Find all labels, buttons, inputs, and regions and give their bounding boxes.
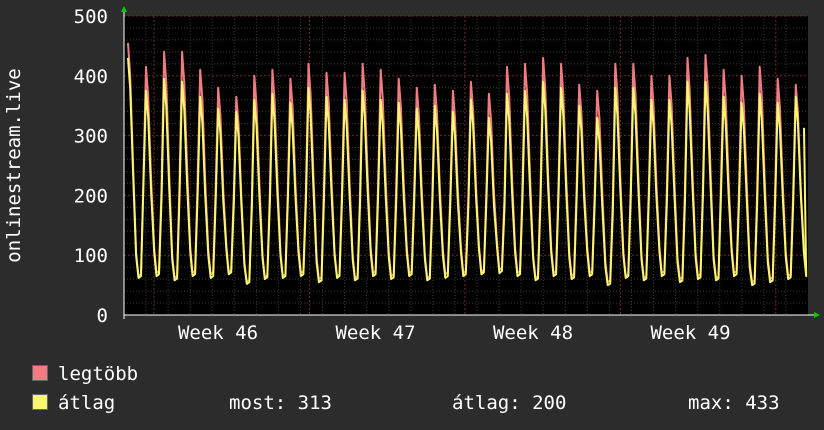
- legend-entry-avg: átlag: [32, 391, 115, 415]
- legend-swatch-avg: [32, 394, 48, 410]
- y-tick-label: 0: [97, 305, 108, 327]
- stat-max: max: 433: [688, 392, 780, 414]
- stat-average: átlag: 200: [452, 392, 567, 414]
- x-tick-label: Week 49: [650, 322, 730, 340]
- y-tick-label: 100: [74, 245, 108, 267]
- legend-swatch-max: [32, 365, 48, 381]
- stat-now: most: 313: [229, 392, 332, 414]
- y-tick-label: 300: [74, 126, 108, 148]
- x-tick-label: Week 47: [335, 322, 415, 340]
- chart: 0 100 200 300 400 500 Week 46 Week 47 Week 48 Wee…: [3, 6, 820, 340]
- x-axis-arrow: [814, 312, 820, 318]
- legend-entry-max: legtöbb: [32, 362, 138, 386]
- y-tick-label: 200: [74, 185, 108, 207]
- x-tick-label: Week 48: [493, 322, 573, 340]
- legend-label-max: legtöbb: [58, 363, 139, 385]
- x-tick-label: Week 46: [178, 322, 258, 340]
- series-line-1: [127, 57, 808, 287]
- legend-label-avg: átlag: [58, 392, 116, 414]
- y-tick-label: 500: [74, 6, 108, 28]
- y-axis-label: onlinestream.live: [3, 68, 25, 262]
- y-tick-label: 400: [74, 66, 108, 88]
- y-axis-arrow: [121, 6, 127, 12]
